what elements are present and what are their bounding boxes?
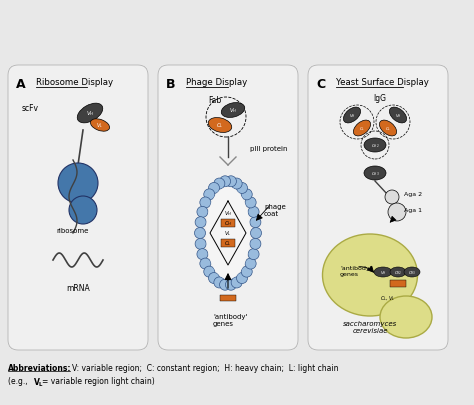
Text: pIII protein: pIII protein [250,146,288,151]
Text: = variable region light chain): = variable region light chain) [42,376,155,385]
Text: phage
coat: phage coat [264,203,286,216]
Ellipse shape [390,267,406,277]
Text: $C_L$: $C_L$ [224,239,232,248]
Circle shape [385,190,399,205]
Circle shape [204,266,215,277]
Text: B: B [166,78,175,91]
Text: Phage Display: Phage Display [186,78,247,87]
Circle shape [209,273,219,284]
Text: $C_L$: $C_L$ [359,125,365,132]
Text: IgG: IgG [373,94,386,103]
Text: C: C [316,78,325,91]
Circle shape [248,207,259,218]
Text: $C_{H3}$: $C_{H3}$ [371,170,379,177]
Circle shape [245,198,256,209]
Text: saccharomyces
cerevisiae: saccharomyces cerevisiae [343,320,397,333]
Circle shape [250,239,261,250]
Circle shape [231,277,242,288]
Text: 'antibody'
genes: 'antibody' genes [213,313,247,326]
Circle shape [245,258,256,269]
Circle shape [226,279,237,290]
Text: Yeast Surface Display: Yeast Surface Display [336,78,429,87]
Text: $C_L$, $V_L$: $C_L$, $V_L$ [380,293,396,302]
Ellipse shape [364,166,386,181]
Text: Aga 1: Aga 1 [404,207,422,213]
Text: Ribosome Display: Ribosome Display [36,78,113,87]
Circle shape [388,203,406,222]
Ellipse shape [354,121,371,136]
Ellipse shape [379,121,397,136]
Ellipse shape [364,139,386,153]
Text: V: variable region;  C: constant region;  H: heavy chain;  L: light chain: V: variable region; C: constant region; … [72,363,338,372]
FancyBboxPatch shape [8,66,148,350]
Circle shape [194,228,206,239]
Circle shape [219,279,230,290]
Text: $V_H$: $V_H$ [224,209,232,218]
Circle shape [200,198,211,209]
Circle shape [58,164,98,203]
Text: Abbreviations:: Abbreviations: [8,363,72,372]
Ellipse shape [91,119,109,132]
Bar [390,280,406,287]
Bar [221,239,235,247]
Circle shape [200,258,211,269]
Circle shape [197,207,208,218]
Text: ribosome: ribosome [57,228,89,233]
FancyBboxPatch shape [158,66,298,350]
Text: $V_H$: $V_H$ [229,106,237,115]
Text: $\mathbf{V_L}$: $\mathbf{V_L}$ [33,376,44,388]
Circle shape [237,183,247,194]
Text: scFv: scFv [22,104,39,113]
Circle shape [214,277,225,288]
Circle shape [69,196,97,224]
Text: A: A [16,78,26,91]
Text: $C_{H2}$: $C_{H2}$ [371,142,379,149]
Text: $C_{H3}$: $C_{H3}$ [408,269,416,276]
Circle shape [250,217,261,228]
Circle shape [214,179,225,190]
Text: Aga 2: Aga 2 [404,192,422,196]
Text: (e.g.,: (e.g., [8,376,30,385]
Text: $C_L$: $C_L$ [385,125,391,132]
Ellipse shape [208,118,232,133]
Text: $V_H$: $V_H$ [394,112,401,119]
Text: $V_H$: $V_H$ [348,112,356,119]
Text: Fab: Fab [208,96,221,105]
Ellipse shape [344,108,361,124]
Text: $C_L$: $C_L$ [216,121,224,130]
Text: $C_{H2}$: $C_{H2}$ [394,269,402,276]
Text: $V_L$: $V_L$ [224,229,232,238]
Ellipse shape [374,267,392,277]
Circle shape [231,179,242,190]
FancyBboxPatch shape [308,66,448,350]
Text: mRNA: mRNA [66,284,90,292]
Circle shape [197,249,208,260]
Ellipse shape [390,108,407,124]
Circle shape [241,190,252,200]
Ellipse shape [380,296,432,338]
Circle shape [250,228,262,239]
Circle shape [195,239,206,250]
Bar [221,220,235,228]
Circle shape [204,190,215,200]
Text: $V_L$: $V_L$ [97,121,103,130]
Circle shape [241,266,252,277]
Bar [220,295,236,301]
Ellipse shape [404,267,420,277]
Text: $C_H$: $C_H$ [224,219,232,228]
Ellipse shape [221,103,245,118]
Circle shape [226,176,237,188]
Circle shape [248,249,259,260]
Text: $V_H$: $V_H$ [380,269,386,276]
Text: 'antibody'
genes: 'antibody' genes [340,265,372,276]
Text: $V_H$: $V_H$ [86,109,94,118]
Circle shape [219,176,230,188]
Circle shape [237,273,247,284]
Ellipse shape [77,104,103,124]
Circle shape [195,217,206,228]
Ellipse shape [206,188,250,279]
Circle shape [209,183,219,194]
Ellipse shape [322,234,418,316]
